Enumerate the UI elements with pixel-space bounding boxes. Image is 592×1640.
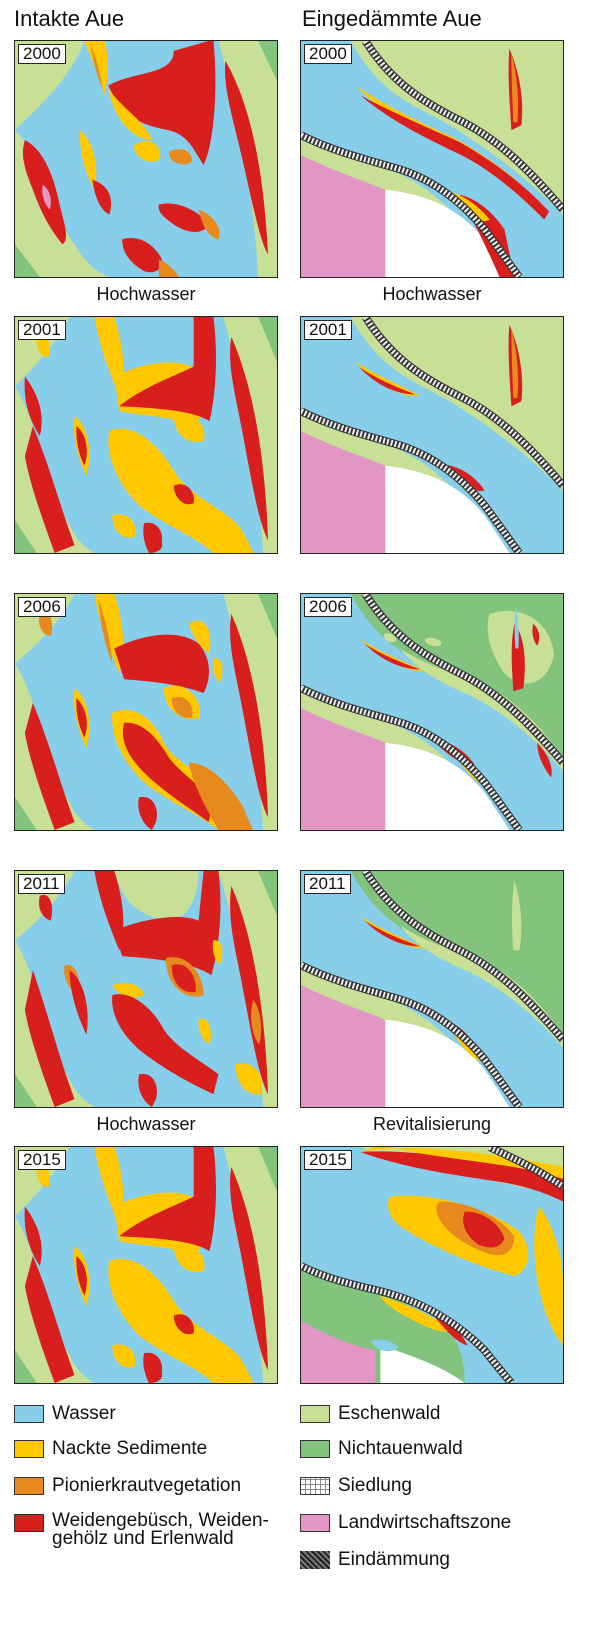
event-label-revitalisierung: Revitalisierung bbox=[372, 1114, 492, 1134]
legend-swatch-eindaemmung bbox=[300, 1551, 330, 1569]
legend-item-wasser: Wasser bbox=[14, 1403, 116, 1424]
year-label: 2011 bbox=[304, 874, 351, 894]
map-dammed-2000: 2000 bbox=[300, 40, 564, 278]
map-intact-2001: 2001 bbox=[14, 316, 278, 554]
title-dammed-floodplain: Eingedämmte Aue bbox=[302, 6, 482, 31]
legend-item-eschenwald: Eschenwald bbox=[300, 1403, 440, 1424]
event-label-hochwasser: Hochwasser bbox=[96, 1114, 196, 1134]
map-intact-2006: 2006 bbox=[14, 593, 278, 831]
event-label-hochwasser: Hochwasser bbox=[96, 284, 196, 304]
legend-item-landwirtschaftszone: Landwirtschaftszone bbox=[300, 1512, 511, 1533]
map-intact-2000: 2000 bbox=[14, 40, 278, 278]
legend-item-siedlung: Siedlung bbox=[300, 1475, 412, 1496]
legend-label: Weidengebüsch, Weiden- gehölz und Erlenw… bbox=[52, 1510, 269, 1549]
year-label: 2001 bbox=[304, 320, 352, 340]
year-label: 2015 bbox=[18, 1150, 66, 1170]
legend-label: Siedlung bbox=[338, 1475, 412, 1496]
year-label: 2006 bbox=[18, 597, 66, 617]
legend-swatch-eschen bbox=[300, 1405, 330, 1423]
legend-label: Wasser bbox=[52, 1403, 116, 1424]
legend-label: Landwirtschaftszone bbox=[338, 1512, 512, 1533]
year-label: 2000 bbox=[304, 44, 352, 64]
legend-item-weidengebuesch: Weidengebüsch, Weiden- gehölz und Erlenw… bbox=[14, 1510, 269, 1549]
year-label: 2011 bbox=[18, 874, 65, 894]
legend-swatch-weide bbox=[14, 1514, 44, 1532]
map-dammed-2015: 2015 bbox=[300, 1146, 564, 1384]
title-intact-floodplain: Intakte Aue bbox=[14, 6, 125, 31]
year-label: 2001 bbox=[18, 320, 66, 340]
legend-swatch-nichtau bbox=[300, 1440, 330, 1458]
legend-item-pionierkrautvegetation: Pionierkrautvegetation bbox=[14, 1475, 241, 1496]
legend-swatch-pionier bbox=[14, 1477, 44, 1495]
event-label-hochwasser: Hochwasser bbox=[382, 284, 482, 304]
legend-item-eindaemmung: Eindämmung bbox=[300, 1549, 450, 1570]
year-label: 2000 bbox=[18, 44, 66, 64]
map-dammed-2006: 2006 bbox=[300, 593, 564, 831]
legend-item-nichtauenwald: Nichtauenwald bbox=[300, 1438, 463, 1459]
legend-item-nackte-sedimente: Nackte Sedimente bbox=[14, 1438, 207, 1459]
legend-label: Nichtauenwald bbox=[338, 1438, 463, 1459]
legend-swatch-wasser bbox=[14, 1405, 44, 1423]
map-intact-2011: 2011 bbox=[14, 870, 278, 1108]
legend-swatch-sediment bbox=[14, 1440, 44, 1458]
legend-swatch-siedlung bbox=[300, 1477, 330, 1495]
legend-label: Nackte Sedimente bbox=[52, 1438, 208, 1459]
legend-label: Eindämmung bbox=[338, 1549, 450, 1570]
map-dammed-2011: 2011 bbox=[300, 870, 564, 1108]
year-label: 2015 bbox=[304, 1150, 352, 1170]
map-intact-2015: 2015 bbox=[14, 1146, 278, 1384]
legend-swatch-land bbox=[300, 1514, 330, 1532]
map-dammed-2001: 2001 bbox=[300, 316, 564, 554]
year-label: 2006 bbox=[304, 597, 352, 617]
legend-label: Pionierkrautvegetation bbox=[52, 1475, 242, 1496]
legend-label: Eschenwald bbox=[338, 1403, 441, 1424]
